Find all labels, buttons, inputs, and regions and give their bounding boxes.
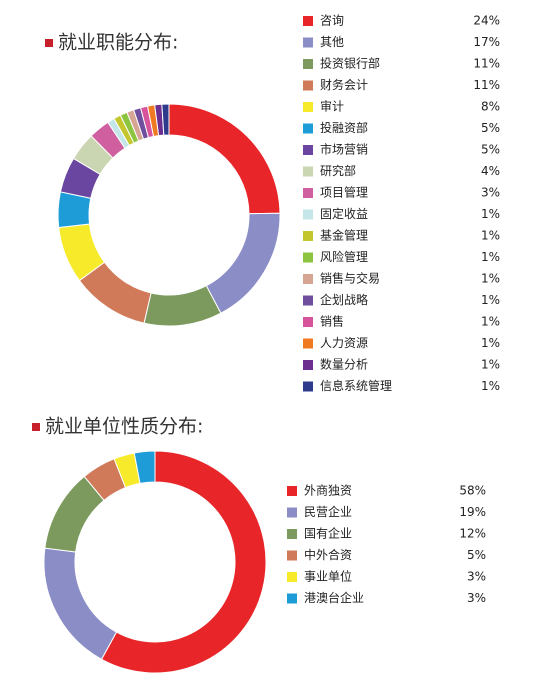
legend-swatch — [303, 16, 313, 26]
legend-label: 咨询 — [320, 13, 344, 28]
value-label: 1% — [481, 293, 500, 307]
legend-label: 项目管理 — [320, 185, 368, 200]
value-label: 3% — [481, 186, 500, 200]
donut-slice — [133, 450, 156, 485]
legend-swatch — [303, 360, 313, 370]
legend-swatch — [303, 317, 313, 327]
value-label: 1% — [481, 336, 500, 350]
legend-swatch — [303, 123, 313, 134]
value-label: 11% — [473, 78, 500, 92]
legend-swatch — [303, 145, 313, 155]
legend-swatch — [303, 209, 313, 220]
legend-swatch — [287, 593, 297, 604]
donut-slice — [143, 285, 222, 327]
chart-title: 就业单位性质分布: — [45, 416, 203, 438]
value-label: 17% — [473, 35, 500, 49]
legend-label: 审计 — [320, 99, 344, 114]
legend-label: 销售 — [320, 314, 344, 329]
legend-swatch — [303, 102, 313, 112]
donut-slice — [161, 103, 170, 136]
value-label: 11% — [473, 57, 500, 71]
value-label: 1% — [481, 379, 500, 393]
legend-label: 财务会计 — [320, 77, 368, 92]
legend-label: 基金管理 — [320, 228, 368, 243]
value-label: 5% — [481, 121, 500, 135]
legend-label: 人力资源 — [320, 336, 368, 350]
value-label: 58% — [459, 484, 486, 498]
legend-swatch — [287, 486, 297, 496]
value-label: 8% — [481, 100, 500, 114]
legend-label: 企划战略 — [320, 292, 368, 307]
value-label: 24% — [473, 14, 500, 28]
donut-slice — [205, 212, 281, 314]
legend-swatch — [303, 80, 313, 91]
value-label: 5% — [467, 548, 486, 562]
legend-swatch — [303, 59, 313, 69]
legend-label: 其他 — [320, 35, 344, 49]
legend-label: 中外合资 — [304, 547, 352, 562]
legend-label: 投融资部 — [320, 120, 368, 135]
chart-title: 就业职能分布: — [58, 32, 178, 54]
value-label: 12% — [459, 527, 486, 541]
value-label: 4% — [481, 164, 500, 178]
legend-swatch — [303, 338, 313, 349]
value-label: 1% — [481, 207, 500, 221]
legend-swatch — [303, 188, 313, 198]
value-label: 19% — [459, 505, 486, 519]
value-label: 1% — [481, 250, 500, 264]
donut-slice — [100, 450, 267, 674]
value-label: 1% — [481, 315, 500, 329]
legend-swatch — [303, 231, 313, 241]
legend-swatch — [303, 252, 313, 263]
legend-swatch — [287, 529, 297, 539]
value-label: 3% — [467, 591, 486, 605]
donut-slice — [168, 103, 281, 215]
legend-label: 投资银行部 — [320, 56, 380, 71]
legend-label: 事业单位 — [304, 569, 352, 584]
value-label: 3% — [467, 570, 486, 584]
legend-swatch — [303, 166, 313, 177]
legend-label: 风险管理 — [320, 249, 368, 264]
legend-label: 固定收益 — [320, 206, 368, 221]
value-label: 5% — [481, 143, 500, 157]
legend-swatch — [303, 37, 313, 48]
title-bullet — [32, 423, 40, 431]
legend-label: 民营企业 — [304, 504, 352, 519]
legend-label: 市场营销 — [320, 142, 368, 157]
legend-label: 信息系统管理 — [320, 378, 392, 393]
legend-swatch — [303, 381, 313, 392]
legend-label: 数量分析 — [320, 357, 368, 372]
legend-swatch — [303, 295, 313, 306]
legend-label: 研究部 — [320, 163, 356, 178]
value-label: 1% — [481, 358, 500, 372]
value-label: 1% — [481, 229, 500, 243]
title-bullet — [45, 39, 53, 47]
legend-swatch — [303, 274, 313, 284]
value-label: 1% — [481, 272, 500, 286]
legend-label: 港澳台企业 — [304, 590, 364, 605]
donut-slice — [43, 547, 118, 660]
legend-swatch — [287, 550, 297, 561]
legend-label: 国有企业 — [304, 526, 352, 541]
legend-label: 销售与交易 — [320, 271, 380, 286]
legend-swatch — [287, 507, 297, 518]
legend-label: 外商独资 — [304, 483, 352, 498]
legend-swatch — [287, 572, 297, 582]
